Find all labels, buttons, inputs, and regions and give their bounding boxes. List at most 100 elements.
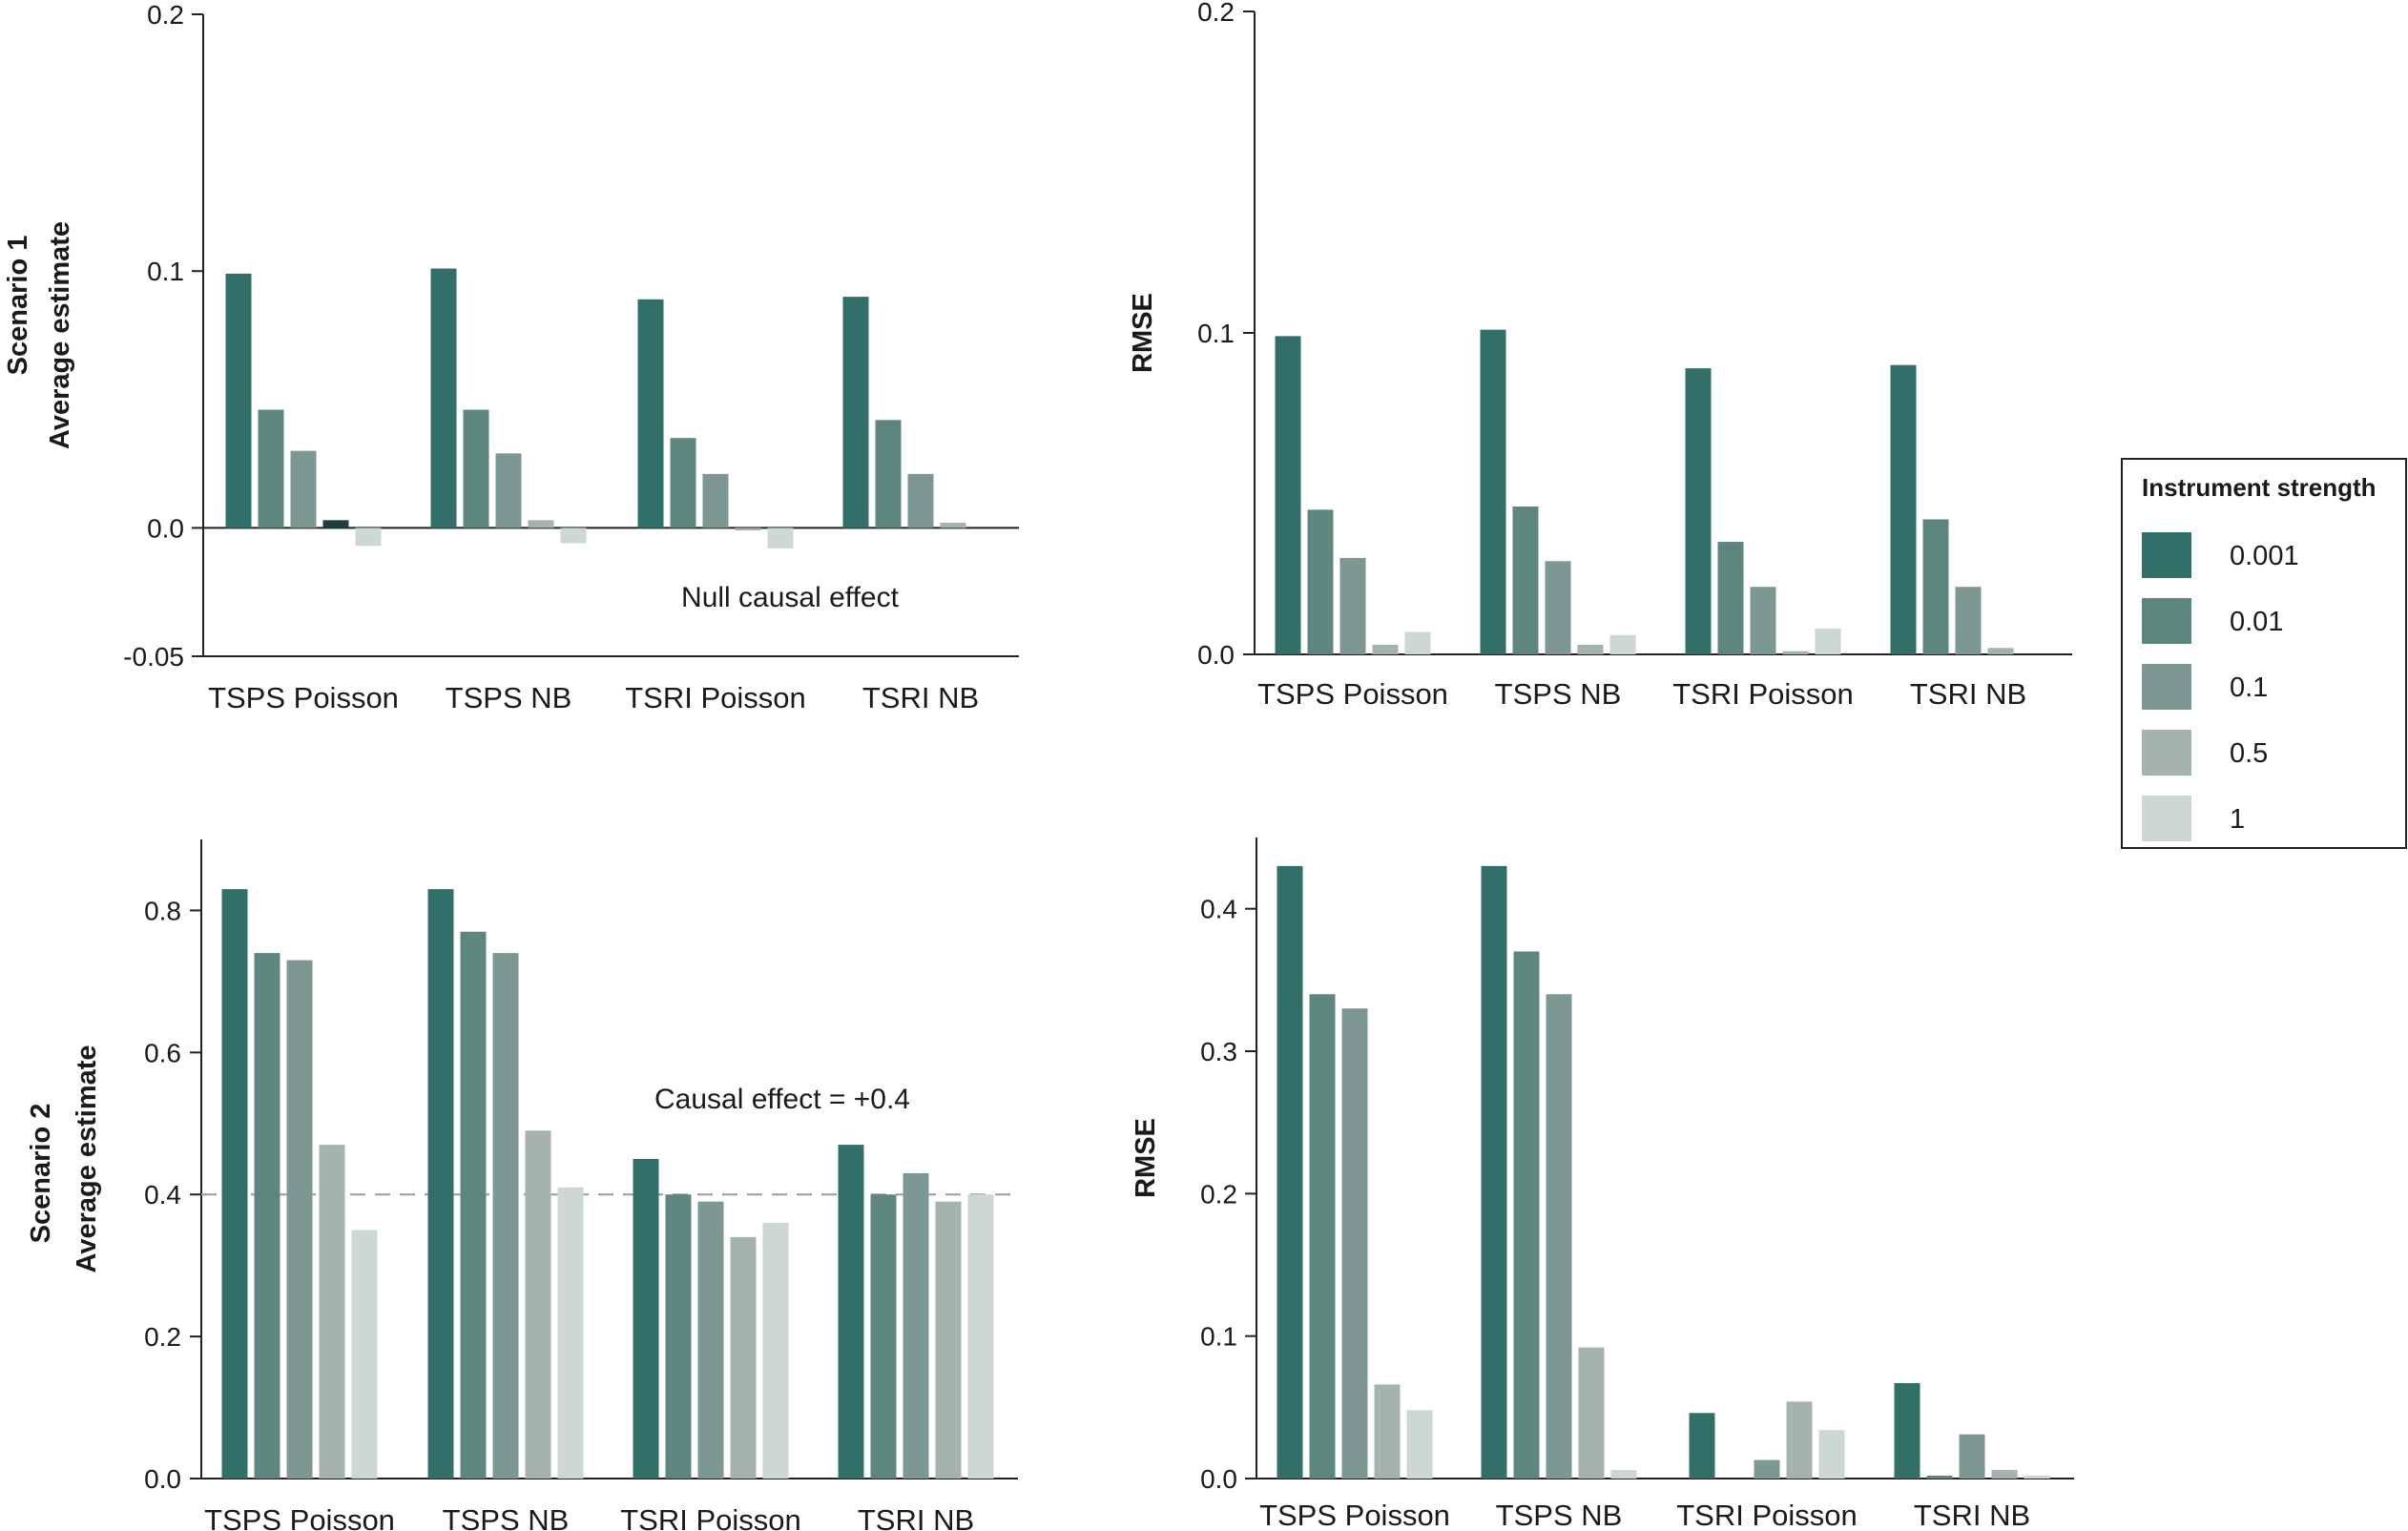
bar [875, 420, 902, 528]
legend-swatch-0.001 [2142, 532, 2191, 578]
bar [935, 1201, 962, 1479]
y-tick-label: 0.0 [147, 513, 184, 543]
bar [842, 297, 869, 528]
bar [427, 889, 454, 1479]
bar [1480, 329, 1506, 654]
bar [1372, 644, 1399, 654]
bar [1339, 557, 1366, 654]
legend-label: 0.5 [2230, 738, 2269, 769]
bar [1815, 629, 1841, 654]
legend-swatch-0.01 [2142, 598, 2191, 644]
y-tick-label: 0.1 [1197, 319, 1235, 348]
bar [557, 1187, 584, 1479]
legend-swatch-0.5 [2142, 730, 2191, 776]
legend-label: 0.1 [2230, 672, 2269, 703]
bar [730, 1236, 757, 1479]
legend-label: 0.01 [2230, 607, 2284, 637]
annotation: Null causal effect [681, 582, 900, 613]
x-tick-label: TSPS Poisson [208, 681, 399, 714]
bar [1689, 1413, 1715, 1479]
bar [702, 473, 729, 528]
bar [1609, 634, 1636, 654]
bar [1545, 561, 1571, 654]
bar [351, 1230, 378, 1479]
bar [1750, 587, 1776, 654]
x-tick-label: TSRI NB [862, 681, 979, 714]
x-tick-label: TSRI NB [1910, 677, 2026, 711]
legend-label: 0.001 [2230, 541, 2299, 571]
y-axis-title: RMSE [1128, 293, 1158, 373]
bar [1341, 1008, 1368, 1479]
bar [1685, 368, 1712, 654]
bar [560, 528, 587, 544]
y-tick-label: 0.0 [144, 1464, 181, 1494]
bar [1782, 651, 1809, 654]
bar [637, 299, 664, 528]
x-tick-label: TSRI NB [1914, 1499, 2030, 1531]
bar [697, 1201, 724, 1479]
bar [258, 409, 284, 528]
y-tick-label: 0.2 [144, 1322, 181, 1352]
bar [2024, 1476, 2050, 1479]
bar [1512, 506, 1539, 654]
bar [528, 520, 554, 528]
bar [1406, 1410, 1433, 1479]
bar [1818, 1430, 1845, 1479]
bar [1717, 542, 1744, 654]
bar [492, 953, 519, 1479]
legend-label: 1 [2230, 804, 2246, 835]
y-tick-label: 0.3 [1200, 1037, 1237, 1066]
bar [1786, 1401, 1813, 1479]
bar [735, 528, 761, 531]
y-tick-label: 0.8 [144, 896, 181, 925]
y-tick-label: 0.2 [147, 0, 184, 30]
x-tick-label: TSPS NB [1495, 677, 1622, 711]
bar [1275, 336, 1301, 654]
row-label: Scenario 2 [26, 1104, 56, 1244]
bar [762, 1223, 789, 1479]
bar [1926, 1476, 1953, 1479]
bar [322, 520, 349, 528]
bar [355, 528, 382, 547]
x-tick-label: TSPS Poisson [1259, 1499, 1450, 1531]
bar [940, 523, 966, 528]
bar [225, 273, 252, 528]
bar [967, 1194, 994, 1479]
bar [1309, 994, 1336, 1479]
bar [1546, 994, 1572, 1479]
y-tick-label: 0.0 [1200, 1464, 1237, 1494]
bar [907, 473, 934, 528]
y-axis-title: Average estimate [45, 221, 75, 449]
bar [633, 1159, 659, 1479]
bar [1955, 587, 1982, 654]
bar [1610, 1470, 1637, 1479]
bar [221, 889, 248, 1479]
bar [767, 528, 794, 548]
y-axis-title: RMSE [1131, 1118, 1161, 1198]
x-tick-label: TSPS NB [443, 1503, 570, 1531]
bar [463, 409, 489, 528]
bar [1987, 648, 2014, 654]
bar [286, 960, 313, 1479]
x-tick-label: TSRI Poisson [620, 1503, 801, 1531]
y-tick-label: 0.0 [1197, 640, 1235, 670]
bar [903, 1172, 929, 1479]
bar [1578, 1347, 1605, 1479]
bar [1922, 519, 1949, 654]
y-axis-title: Average estimate [72, 1045, 102, 1272]
legend-swatch-0.1 [2142, 664, 2191, 710]
bar [670, 438, 696, 528]
bar [495, 453, 522, 528]
bar [1513, 951, 1540, 1479]
bar [1894, 1382, 1920, 1479]
x-tick-label: TSPS Poisson [204, 1503, 395, 1531]
bar [665, 1194, 692, 1479]
y-tick-label: 0.1 [147, 257, 184, 286]
bar [1374, 1384, 1401, 1479]
y-tick-label: 0.4 [1200, 895, 1237, 924]
bar [838, 1145, 864, 1479]
bar [1404, 631, 1431, 654]
bar [254, 953, 280, 1479]
bar [1890, 364, 1917, 654]
